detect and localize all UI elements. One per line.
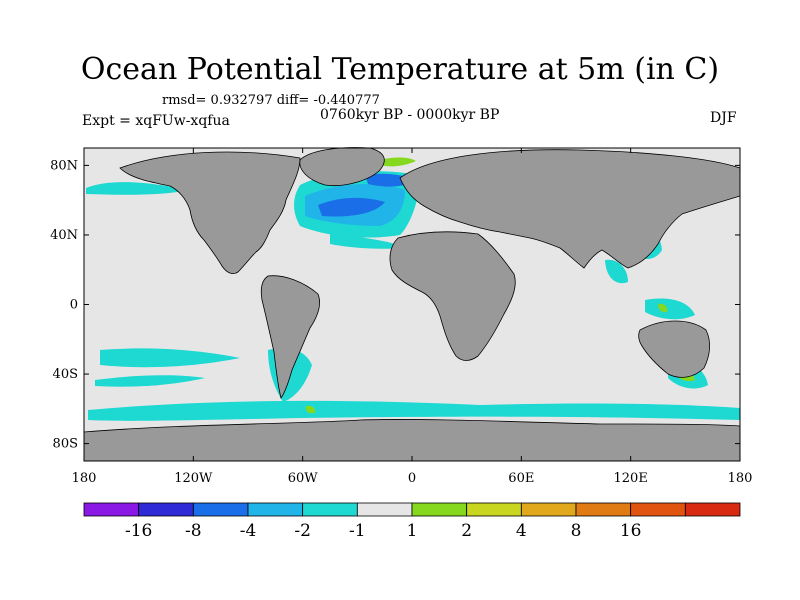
anomaly-cyan-subtropical-atlantic	[330, 232, 405, 249]
colorbar-swatch	[192, 502, 249, 517]
season-label: DJF	[710, 110, 737, 126]
colorbar-swatch	[684, 502, 741, 517]
lat-tick-label: 40S	[53, 367, 78, 382]
antarctica-land	[83, 419, 741, 462]
period-text: 0760kyr BP - 0000kyr BP	[320, 107, 500, 123]
anomaly-cyan-south-asia	[605, 259, 628, 284]
lat-tick-label: 0	[70, 298, 78, 313]
lon-tick-label: 60E	[508, 471, 534, 486]
lat-tick-label: 80N	[50, 158, 78, 173]
lon-tick-label: 60W	[288, 471, 319, 486]
lon-tick-label: 120E	[614, 471, 648, 486]
anomaly-green-new-guinea	[658, 303, 668, 313]
colorbar-label: 16	[620, 521, 642, 541]
anomaly-cyan-southern-pacific	[100, 348, 240, 368]
colorbar-swatch	[138, 502, 194, 517]
world-map	[83, 147, 741, 462]
colorbar-label: -4	[240, 521, 257, 541]
north-america-land	[119, 151, 301, 274]
colorbar-label: 4	[516, 521, 527, 541]
lat-tick-label: 80S	[53, 437, 78, 452]
colorbar-swatch	[302, 502, 358, 517]
colorbar: -16 -8 -4 -2 -1 1 2 4 8 16	[83, 502, 741, 541]
anomaly-cyan-north-pacific	[86, 182, 190, 195]
colorbar-swatch	[466, 502, 522, 517]
experiment-label: Expt = xqFUw-xqfua	[82, 113, 230, 129]
lon-tick-label: 120W	[174, 471, 213, 486]
colorbar-swatch	[630, 502, 686, 517]
anomaly-cyan-south-pacific-band	[95, 375, 205, 387]
colorbar-swatch	[411, 502, 468, 517]
colorbar-swatch	[247, 502, 304, 517]
anomaly-cyan-new-guinea	[645, 298, 695, 320]
anomaly-green-nordic	[380, 157, 416, 167]
colorbar-label: 2	[461, 521, 472, 541]
colorbar-swatch	[520, 502, 577, 517]
colorbar-label: 8	[571, 521, 582, 541]
colorbar-swatch	[83, 502, 140, 517]
land-masses	[83, 147, 741, 462]
colorbar-label: 1	[407, 521, 418, 541]
colorbar-label: -16	[125, 521, 152, 541]
stats-text: rmsd= 0.932797 diff= -0.440777	[162, 93, 380, 108]
map-axis-ticks: 80N 40N 0 40S 80S 180 120W 60W 0 60E 120E 180	[50, 148, 752, 486]
figure-title: Ocean Potential Temperature at 5m (in C)	[80, 52, 720, 87]
lon-tick-label: 180	[72, 471, 97, 486]
lon-tick-label: 180	[728, 471, 753, 486]
europe-asia-land	[399, 149, 741, 269]
anomaly-darkblue-north-atlantic	[318, 197, 385, 217]
colorbar-swatch	[575, 502, 632, 517]
anomaly-green-drake-passage	[305, 405, 316, 414]
lat-tick-label: 40N	[50, 228, 78, 243]
anomaly-cyan-southern-ocean	[88, 400, 740, 421]
australia-land	[638, 320, 710, 378]
colorbar-label: -1	[349, 521, 366, 541]
south-america-land	[260, 275, 320, 399]
africa-land	[389, 231, 516, 361]
colorbar-swatch	[356, 502, 413, 517]
colorbar-label: -8	[185, 521, 202, 541]
colorbar-label: -2	[294, 521, 311, 541]
lon-tick-label: 0	[408, 471, 416, 486]
